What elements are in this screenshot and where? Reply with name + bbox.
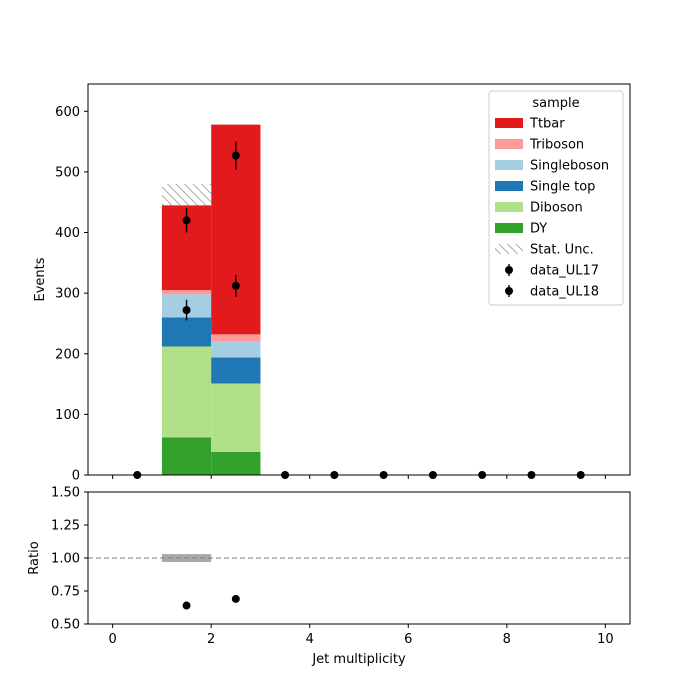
bar-diboson-bin-2 [211,383,261,452]
stat-unc-band-1 [161,184,212,206]
main-plot: 0 100 200 300 400 500 600 Events [33,83,631,484]
legend-swatch-ttbar [495,118,523,128]
legend-label-dy: DY [530,222,547,237]
legend-swatch-diboson [495,202,523,212]
legend-swatch-single-top [495,181,523,191]
main-ytick-label-300: 300 [55,287,80,302]
bar-triboson-bin-1 [161,290,212,295]
x-axis-title: Jet multiplicity [311,652,406,667]
ratio-ytick-label-1-00: 1.00 [51,552,80,567]
legend-label-triboson: Triboson [529,138,584,153]
legend-title: sample [532,96,579,111]
ratio-xtick-label-8: 8 [503,632,511,647]
bar-triboson-bin-2 [211,334,261,342]
ratio-xtick-label-10: 10 [597,632,614,647]
point-data-ul18-2 [231,281,240,290]
main-ytick-label-500: 500 [55,165,80,180]
legend-marker-data-ul18 [505,287,513,295]
main-plot-frame [87,83,631,476]
main-ytick-label-200: 200 [55,347,80,362]
legend-label-singleboson: Singleboson [530,159,609,174]
legend-marker-data-ul17 [505,266,513,274]
legend: sample Ttbar Triboson Singleboson Single top… [488,90,624,306]
ratio-xtick-label-6: 6 [404,632,412,647]
ratio-ytick-label-1-50: 1.50 [51,486,80,501]
legend-label-ttbar: Ttbar [529,117,565,132]
ratio-xtick-label-4: 4 [306,632,314,647]
main-y-axis-title: Events [33,257,48,301]
legend-swatch-dy [495,223,523,233]
legend-label-data-ul17: data_UL17 [530,264,599,279]
main-ytick-label-600: 600 [55,105,80,120]
bar-single-top-bin-2 [211,357,261,384]
legend-swatch-stat-unc [495,244,523,254]
bar-dy-bin-2 [211,451,261,475]
main-ytick-label-400: 400 [55,226,80,241]
legend-swatch-triboson [495,139,523,149]
point-data-ul18-1 [182,306,191,315]
bar-single-top-bin-1 [161,317,212,347]
ratio-xtick-label-2: 2 [207,632,215,647]
ratio-y-axis-title: Ratio [27,541,42,574]
ratio-point-2 [231,594,240,603]
ratio-point-1 [182,601,191,610]
point-data-ul17-2 [182,216,191,225]
point-data-ul17-3 [231,151,240,160]
bar-diboson-bin-1 [161,346,212,438]
legend-label-diboson: Diboson [530,201,583,216]
ratio-ytick-label-1-25: 1.25 [51,519,80,534]
ratio-xtick-label-0: 0 [108,632,116,647]
ratio-ytick-label-0-75: 0.75 [51,585,80,600]
main-ytick-label-0: 0 [72,469,80,484]
bar-dy-bin-1 [161,437,212,475]
main-ytick-label-100: 100 [55,408,80,423]
legend-label-single-top: Single top [530,180,595,195]
legend-label-data-ul18: data_UL18 [530,285,599,300]
ratio-plot: 0.50 0.75 1.00 1.25 1.50 0 2 4 6 8 10 Ratio Jet mult… [27,486,631,667]
ratio-ytick-label-0-50: 0.50 [51,618,80,633]
legend-label-stat-unc: Stat. Unc. [530,243,594,258]
legend-swatch-singleboson [495,160,523,170]
bar-singleboson-bin-2 [211,341,261,358]
